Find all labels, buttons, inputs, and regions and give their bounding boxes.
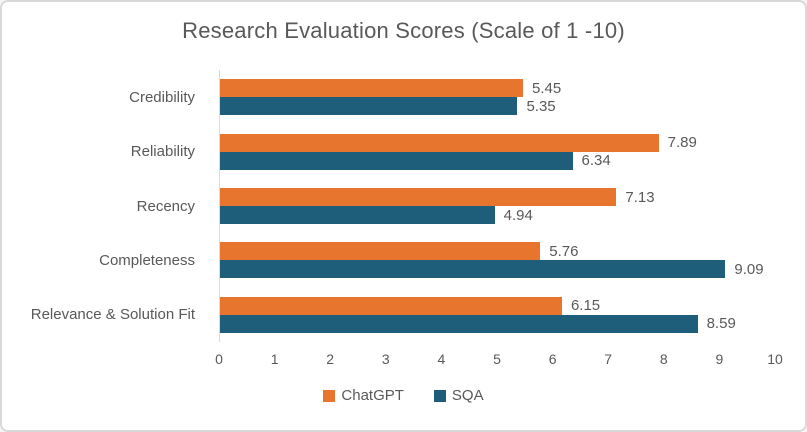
bar-sqa: [220, 260, 726, 279]
value-label: 9.09: [734, 260, 764, 278]
bar-line: 5.45: [220, 79, 776, 98]
legend-swatch-icon: [433, 389, 446, 402]
legend-item-chatgpt: ChatGPT: [323, 387, 404, 404]
tick-label: 8: [659, 351, 668, 367]
legend-swatch-icon: [323, 389, 336, 402]
bar-group: 5.76 9.09: [220, 233, 776, 287]
bar-sqa: [220, 97, 518, 116]
bar-line: 4.94: [220, 206, 776, 225]
bar-group: 5.45 5.35: [220, 70, 776, 124]
bar-sqa: [220, 206, 495, 225]
bar-line: 7.13: [220, 188, 776, 207]
bar-line: 5.35: [220, 97, 776, 116]
bar-line: 6.15: [220, 296, 776, 315]
tick-label: 4: [437, 351, 446, 367]
tick-label: 1: [270, 351, 279, 367]
bar-sqa: [220, 314, 698, 333]
category-label: Credibility: [129, 88, 195, 106]
value-label: 5.45: [532, 79, 562, 97]
bar-line: 8.59: [220, 314, 776, 333]
bar-chatgpt: [220, 133, 659, 152]
value-label: 5.35: [526, 97, 556, 115]
bar-chatgpt: [220, 188, 617, 207]
bar-line: 7.89: [220, 133, 776, 152]
bar-chatgpt: [220, 296, 562, 315]
tick-label: 6: [548, 351, 557, 367]
bar-chatgpt: [220, 79, 524, 98]
tick-label: 7: [604, 351, 613, 367]
bar-chatgpt: [220, 242, 541, 261]
tick-label: 5: [493, 351, 501, 367]
tick-label: 9: [715, 351, 724, 367]
legend-label: SQA: [451, 387, 484, 404]
category-label: Reliability: [130, 143, 195, 161]
bar-line: 6.34: [220, 151, 776, 170]
value-label: 6.34: [581, 152, 611, 170]
value-label: 6.15: [570, 297, 601, 315]
tick-label: 0: [215, 351, 223, 367]
category-label: Recency: [136, 197, 195, 215]
category-label: Completeness: [99, 251, 195, 269]
tick-label: 2: [326, 351, 335, 367]
bar-group: 6.15 8.59: [220, 288, 776, 342]
plot-area: 5.45 5.35 7.89 6.34 7.13 4.94 5.76 9.09 6.15 8.59: [219, 70, 776, 342]
value-label: 7.13: [625, 188, 655, 206]
category-label: Relevance & Solution Fit: [30, 306, 195, 324]
legend: ChatGPT SQA: [2, 387, 805, 404]
value-axis: 0 1 2 3 4 5 6 7 8 9 10: [215, 351, 783, 371]
legend-label: ChatGPT: [341, 387, 404, 404]
bar-group: 7.89 6.34: [220, 124, 776, 178]
value-label: 8.59: [706, 315, 736, 333]
category-axis: Credibility Reliability Recency Completenes…: [2, 70, 207, 342]
legend-item-sqa: SQA: [433, 387, 484, 404]
tick-label: 3: [381, 351, 390, 367]
value-label: 4.94: [503, 206, 533, 224]
tick-label: 10: [767, 351, 783, 367]
bar-sqa: [220, 151, 573, 170]
value-label: 7.89: [667, 134, 697, 152]
value-label: 5.76: [549, 242, 579, 260]
bar-line: 9.09: [220, 260, 776, 279]
chart-title: Research Evaluation Scores (Scale of 1 -…: [182, 18, 625, 43]
bar-line: 5.76: [220, 242, 776, 261]
bar-group: 7.13 4.94: [220, 179, 776, 233]
